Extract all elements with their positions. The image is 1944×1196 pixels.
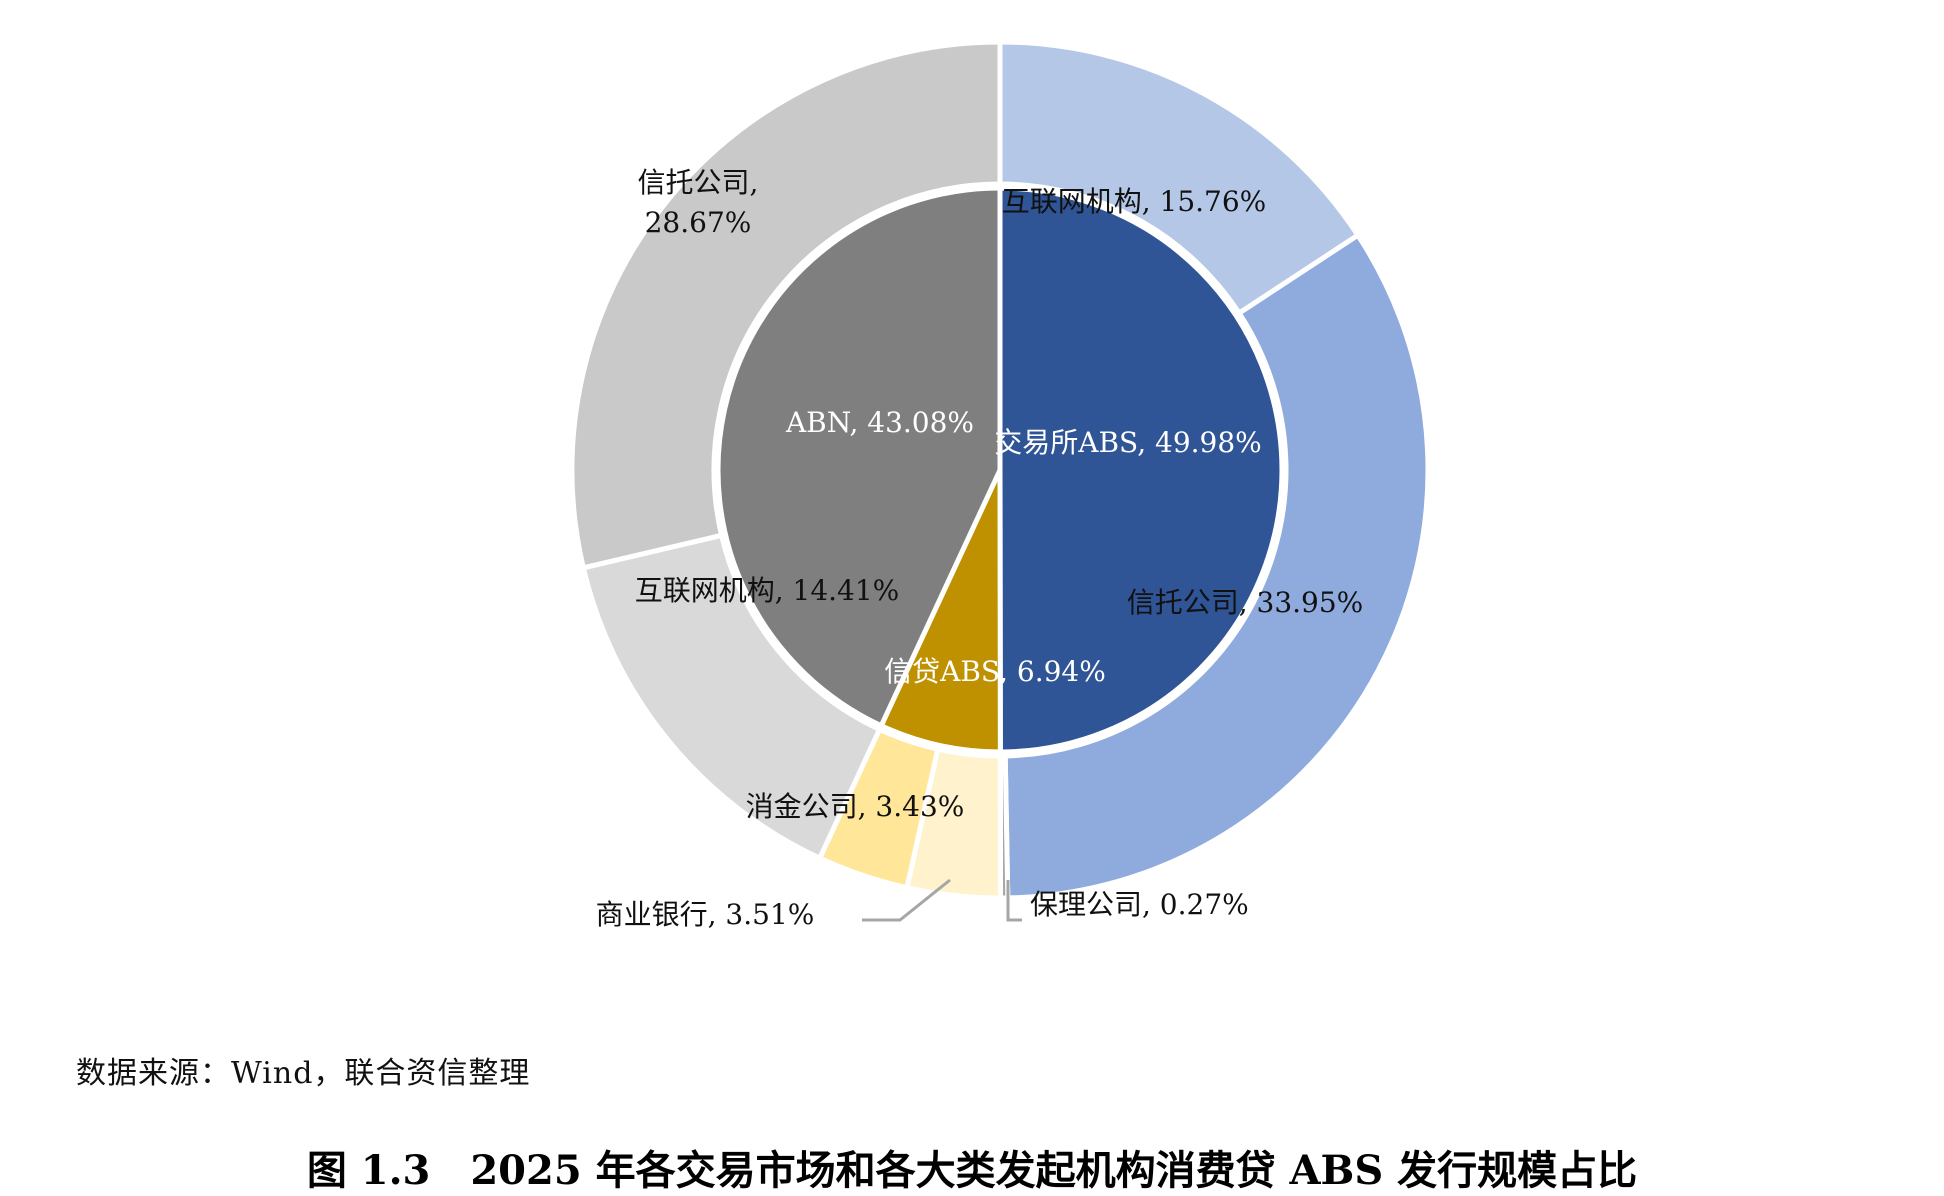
leader-lines — [862, 878, 1022, 922]
outer-label-6-line2: 28.67% — [645, 206, 752, 239]
outer-label-2: 保理公司, 0.27% — [1030, 888, 1249, 921]
data-source: 数据来源：Wind，联合资信整理 — [76, 1056, 531, 1091]
leader-line-factoring — [1006, 880, 1022, 922]
figure-caption: 图 1.3 2025 年各交易市场和各大类发起机构消费贷 ABS 发行规模占比 — [306, 1147, 1638, 1194]
outer-label-5: 互联网机构, 14.41% — [635, 574, 900, 607]
outer-label-0: 互联网机构, 15.76% — [1002, 185, 1267, 218]
inner-ring — [715, 185, 1285, 755]
inner-label-2: ABN, 43.08% — [785, 406, 974, 439]
data-labels: 交易所ABS, 49.98% 信贷ABS, 6.94% ABN, 43.08% 互联网… — [596, 166, 1364, 931]
outer-ring — [569, 39, 1431, 901]
inner-slice-0 — [997, 185, 1285, 755]
outer-slice-6 — [569, 39, 1003, 571]
leader-line-commercial-bank — [862, 878, 951, 922]
inner-label-1: 信贷ABS, 6.94% — [884, 655, 1106, 688]
inner-label-0: 交易所ABS, 49.98% — [994, 426, 1262, 459]
outer-label-4: 消金公司, 3.43% — [746, 790, 965, 823]
outer-slice-1 — [1002, 231, 1431, 901]
outer-label-3: 商业银行, 3.51% — [596, 898, 815, 931]
donut-chart: 交易所ABS, 49.98% 信贷ABS, 6.94% ABN, 43.08% 互联网… — [569, 39, 1431, 931]
inner-slice-2 — [715, 185, 1003, 730]
outer-label-6: 信托公司, — [638, 166, 759, 199]
outer-label-1: 信托公司, 33.95% — [1127, 586, 1364, 619]
